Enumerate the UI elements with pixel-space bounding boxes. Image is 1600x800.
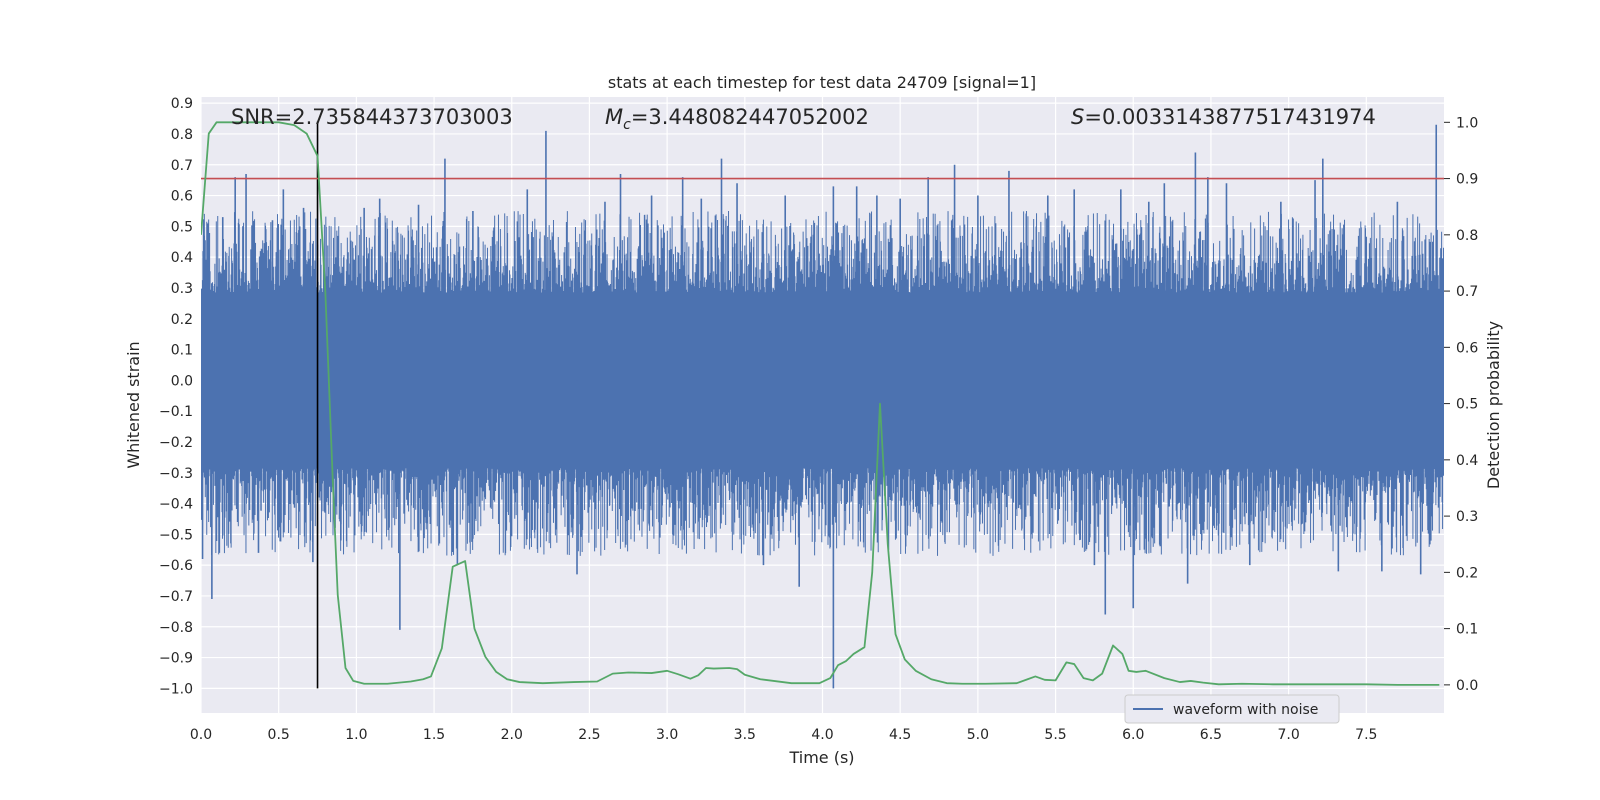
x-tick-label: 6.5 xyxy=(1200,727,1222,743)
y-right-tick-label: 0.4 xyxy=(1456,453,1478,469)
y-left-tick-label: −0.7 xyxy=(159,589,193,605)
y-left-axis-label: Whitened strain xyxy=(124,341,143,468)
y-right-tick-label: 0.2 xyxy=(1456,565,1478,581)
legend-label-waveform: waveform with noise xyxy=(1173,702,1318,718)
y-right-axis-label: Detection probability xyxy=(1484,321,1503,489)
legend: waveform with noise xyxy=(1124,694,1340,724)
y-left-tick-label: −1.0 xyxy=(159,681,193,697)
y-right-tick-label: 0.0 xyxy=(1456,678,1478,694)
x-tick-label: 0.0 xyxy=(190,727,212,743)
y-left-tick-label: −0.8 xyxy=(159,620,193,636)
y-right-tick-label: 0.8 xyxy=(1456,228,1478,244)
y-right-tick-label: 0.9 xyxy=(1456,172,1478,188)
y-right-tick-label: 0.6 xyxy=(1456,340,1478,356)
y-left-tick-label: −0.6 xyxy=(159,558,193,574)
y-left-tick-label: −0.3 xyxy=(159,466,193,482)
x-tick-label: 5.0 xyxy=(967,727,989,743)
y-right-axis-ticks: 1.0 0.9 0.8 0.7 0.6 0.5 0.4 0.3 0.2 0.1 0.0 xyxy=(1444,115,1478,694)
y-left-tick-label: 0.5 xyxy=(171,219,193,235)
y-right-tick-label: 0.3 xyxy=(1456,509,1478,525)
x-tick-label: 5.5 xyxy=(1044,727,1066,743)
x-tick-label: 6.0 xyxy=(1122,727,1144,743)
y-left-tick-label: −0.9 xyxy=(159,651,193,667)
y-left-tick-label: 0.1 xyxy=(171,343,193,359)
y-right-tick-label: 0.5 xyxy=(1456,397,1478,413)
x-tick-label: 7.5 xyxy=(1355,727,1377,743)
y-left-tick-label: −0.1 xyxy=(159,404,193,420)
score-value: =0.0033143877517431974 xyxy=(1084,105,1376,129)
y-left-tick-label: 0.8 xyxy=(171,127,193,143)
legend-box xyxy=(1124,694,1340,724)
chirp-mass-symbol: M xyxy=(605,105,623,129)
x-tick-label: 2.5 xyxy=(578,727,600,743)
y-right-tick-label: 1.0 xyxy=(1456,115,1478,131)
snr-annotation: SNR=2.735844373703003 xyxy=(231,105,513,129)
chirp-mass-annotation: Mc=3.448082447052002 xyxy=(605,105,869,133)
x-tick-label: 2.0 xyxy=(501,727,523,743)
x-tick-label: 3.0 xyxy=(656,727,678,743)
x-tick-label: 0.5 xyxy=(268,727,290,743)
x-tick-label: 1.5 xyxy=(423,727,445,743)
x-tick-label: 1.0 xyxy=(345,727,367,743)
y-left-tick-label: −0.2 xyxy=(159,435,193,451)
chirp-mass-subscript: c xyxy=(623,117,631,133)
y-left-tick-label: 0.6 xyxy=(171,189,193,205)
x-tick-label: 3.5 xyxy=(734,727,756,743)
x-axis-ticks: 0.0 0.5 1.0 1.5 2.0 2.5 3.0 3.5 4.0 4.5 5.0 5.5 6.0 6… xyxy=(190,727,1378,743)
score-annotation: S=0.0033143877517431974 xyxy=(1071,105,1376,129)
y-left-tick-label: 0.3 xyxy=(171,281,193,297)
y-left-tick-label: 0.0 xyxy=(171,373,193,389)
y-left-tick-label: −0.4 xyxy=(159,497,193,513)
y-left-tick-label: −0.5 xyxy=(159,527,193,543)
detection-probability-line xyxy=(201,121,1440,686)
y-right-tick-label: 0.7 xyxy=(1456,284,1478,300)
x-tick-label: 7.0 xyxy=(1277,727,1299,743)
score-symbol: S xyxy=(1071,105,1084,129)
y-left-tick-label: 0.7 xyxy=(171,158,193,174)
x-tick-label: 4.0 xyxy=(811,727,833,743)
y-left-tick-label: 0.9 xyxy=(171,96,193,112)
data-layer xyxy=(201,121,1444,689)
x-tick-label: 4.5 xyxy=(889,727,911,743)
waveform-series xyxy=(201,124,1444,689)
y-left-tick-label: 0.4 xyxy=(171,250,193,266)
chart-title: stats at each timestep for test data 247… xyxy=(608,73,1036,92)
y-left-axis-ticks: 0.9 0.8 0.7 0.6 0.5 0.4 0.3 0.2 0.1 0.0 −0.1 −0.2 −0… xyxy=(159,96,193,697)
y-left-tick-label: 0.2 xyxy=(171,312,193,328)
chirp-mass-value: =3.448082447052002 xyxy=(631,105,869,129)
x-axis-label: Time (s) xyxy=(788,748,854,767)
waveform-noise-trace xyxy=(201,210,1444,556)
y-right-tick-label: 0.1 xyxy=(1456,622,1478,638)
